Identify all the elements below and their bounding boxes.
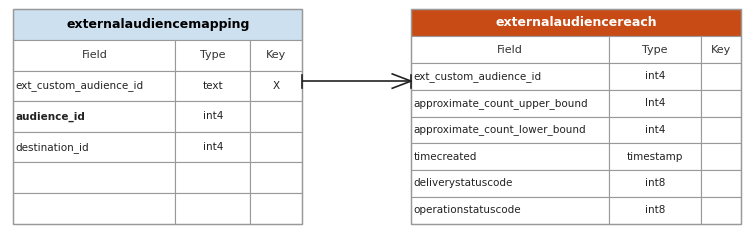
Bar <box>176 71 250 101</box>
Bar <box>251 101 302 132</box>
Bar <box>701 63 741 90</box>
Text: audience_id: audience_id <box>16 111 86 122</box>
Text: operationstatuscode: operationstatuscode <box>414 205 521 215</box>
Bar <box>411 9 741 224</box>
Bar <box>13 101 176 132</box>
Text: Key: Key <box>711 45 731 55</box>
Bar <box>251 193 302 224</box>
Bar <box>609 170 701 197</box>
Bar <box>251 40 302 71</box>
Text: timestamp: timestamp <box>627 152 683 162</box>
Text: ext_custom_audience_id: ext_custom_audience_id <box>16 80 144 91</box>
Bar <box>251 132 302 162</box>
Bar <box>251 71 302 101</box>
Text: deliverystatuscode: deliverystatuscode <box>414 178 513 188</box>
Bar <box>701 36 741 63</box>
Text: Field: Field <box>82 50 107 60</box>
Text: int4: int4 <box>645 71 665 81</box>
Bar <box>701 143 741 170</box>
Text: ext_custom_audience_id: ext_custom_audience_id <box>414 71 542 82</box>
Bar <box>411 170 609 197</box>
Bar <box>411 143 609 170</box>
Bar <box>176 101 250 132</box>
Bar <box>701 90 741 116</box>
Bar <box>13 9 302 40</box>
Text: Int4: Int4 <box>645 98 665 108</box>
Bar <box>411 36 609 63</box>
Bar <box>609 36 701 63</box>
Text: int4: int4 <box>202 142 223 152</box>
Text: externalaudiencereach: externalaudiencereach <box>495 16 657 29</box>
Bar <box>411 197 609 224</box>
Bar <box>609 197 701 224</box>
Text: int8: int8 <box>645 178 665 188</box>
Text: X: X <box>273 81 280 91</box>
Bar <box>701 170 741 197</box>
Bar <box>411 116 609 143</box>
Bar <box>13 40 176 71</box>
Text: destination_id: destination_id <box>16 142 89 153</box>
Bar <box>609 63 701 90</box>
Bar <box>411 9 741 36</box>
Bar <box>13 193 176 224</box>
Text: int4: int4 <box>645 125 665 135</box>
Bar <box>176 193 250 224</box>
Text: approximate_count_upper_bound: approximate_count_upper_bound <box>414 98 588 109</box>
Bar <box>176 40 250 71</box>
Text: int4: int4 <box>202 112 223 121</box>
Bar <box>13 9 302 224</box>
Text: timecreated: timecreated <box>414 152 477 162</box>
Bar <box>701 116 741 143</box>
Text: approximate_count_lower_bound: approximate_count_lower_bound <box>414 124 586 135</box>
Text: text: text <box>202 81 223 91</box>
Text: externalaudiencemapping: externalaudiencemapping <box>66 18 250 31</box>
Bar <box>609 143 701 170</box>
Bar <box>609 90 701 116</box>
Text: Key: Key <box>266 50 286 60</box>
Text: int8: int8 <box>645 205 665 215</box>
Bar <box>13 71 176 101</box>
Bar <box>176 162 250 193</box>
Bar <box>251 162 302 193</box>
Bar <box>701 197 741 224</box>
Text: Field: Field <box>497 45 523 55</box>
Text: Type: Type <box>643 45 668 55</box>
Bar <box>411 63 609 90</box>
Bar <box>411 90 609 116</box>
Bar <box>609 116 701 143</box>
Bar <box>176 132 250 162</box>
Bar <box>13 132 176 162</box>
Text: Type: Type <box>200 50 226 60</box>
Bar <box>13 162 176 193</box>
